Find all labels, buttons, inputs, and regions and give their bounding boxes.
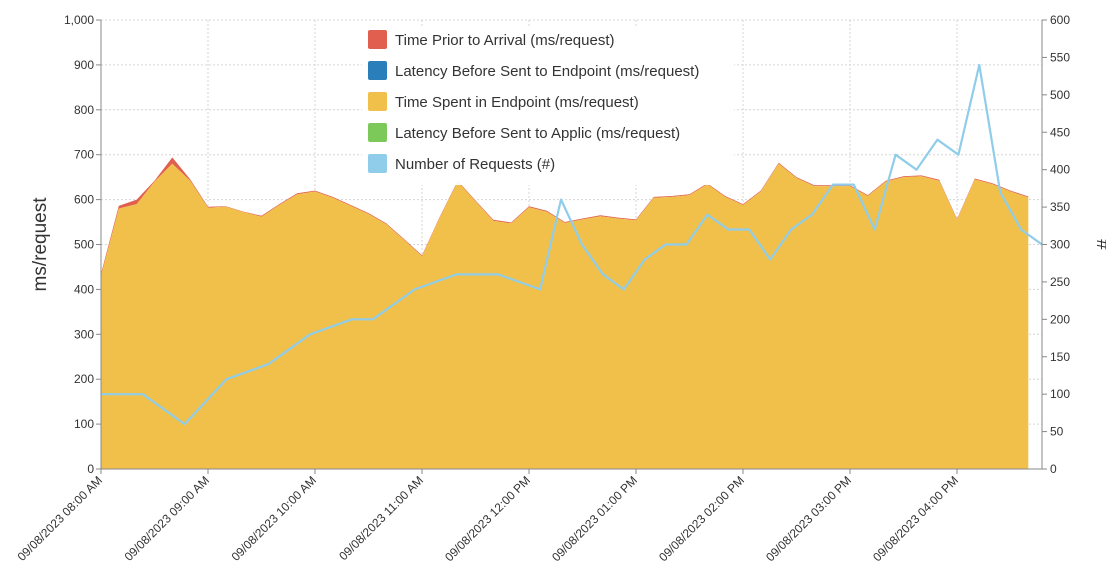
left-axis-ticks: 0 100 200 300 400 500 600 700 800 900 1,000 bbox=[64, 13, 101, 476]
legend: Time Prior to Arrival (ms/request) Latenc… bbox=[362, 26, 734, 185]
x-tick-label: 09/08/2023 03:00 PM bbox=[763, 473, 854, 564]
legend-swatch bbox=[368, 92, 387, 111]
legend-swatch bbox=[368, 123, 387, 142]
legend-swatch bbox=[368, 30, 387, 49]
x-tick-label: 09/08/2023 09:00 AM bbox=[122, 473, 213, 564]
right-tick-label: 200 bbox=[1050, 312, 1070, 326]
legend-background bbox=[362, 26, 734, 185]
line-series bbox=[101, 63, 1043, 426]
x-tick-label: 09/08/2023 08:00 AM bbox=[15, 473, 106, 564]
line-number-of-requests bbox=[101, 63, 1043, 426]
legend-swatch bbox=[368, 154, 387, 173]
x-tick-label: 09/08/2023 01:00 PM bbox=[549, 473, 640, 564]
right-tick-label: 150 bbox=[1050, 350, 1070, 364]
legend-swatch bbox=[368, 61, 387, 80]
right-tick-label: 300 bbox=[1050, 238, 1070, 252]
x-tick-label: 09/08/2023 11:00 AM bbox=[336, 473, 426, 563]
right-tick-label: 400 bbox=[1050, 163, 1070, 177]
y2-axis-title: # bbox=[1092, 239, 1106, 250]
left-tick-label: 400 bbox=[74, 282, 94, 296]
left-tick-label: 900 bbox=[74, 58, 94, 72]
left-tick-label: 100 bbox=[74, 417, 94, 431]
left-tick-label: 0 bbox=[87, 462, 94, 476]
legend-label: Latency Before Sent to Applic (ms/reques… bbox=[395, 125, 680, 142]
right-tick-label: 250 bbox=[1050, 275, 1070, 289]
left-tick-label: 600 bbox=[74, 193, 94, 207]
legend-label: Time Spent in Endpoint (ms/request) bbox=[395, 94, 639, 111]
right-tick-label: 450 bbox=[1050, 125, 1070, 139]
x-tick-label: 09/08/2023 02:00 PM bbox=[656, 473, 747, 564]
x-tick-label: 09/08/2023 12:00 PM bbox=[442, 473, 533, 564]
left-tick-label: 200 bbox=[74, 372, 94, 386]
right-tick-label: 600 bbox=[1050, 13, 1070, 27]
left-tick-label: 1,000 bbox=[64, 13, 94, 27]
left-tick-label: 800 bbox=[74, 103, 94, 117]
left-tick-label: 300 bbox=[74, 327, 94, 341]
legend-label: Latency Before Sent to Endpoint (ms/requ… bbox=[395, 63, 699, 80]
area-series bbox=[101, 157, 1029, 469]
right-axis-ticks: 0 50 100 150 200 250 300 350 400 450 500 550 600 bbox=[1042, 13, 1070, 476]
right-tick-label: 550 bbox=[1050, 50, 1070, 64]
x-axis-ticks: 09/08/2023 08:00 AM 09/08/2023 09:00 AM 09… bbox=[15, 469, 961, 564]
y-axis-title: ms/request bbox=[30, 197, 51, 292]
legend-label: Number of Requests (#) bbox=[395, 156, 555, 173]
area-time-spent-in-endpoint bbox=[101, 163, 1029, 469]
right-tick-label: 500 bbox=[1050, 88, 1070, 102]
right-tick-label: 100 bbox=[1050, 387, 1070, 401]
right-tick-label: 50 bbox=[1050, 425, 1064, 439]
right-tick-label: 350 bbox=[1050, 200, 1070, 214]
right-tick-label: 0 bbox=[1050, 462, 1057, 476]
x-tick-label: 09/08/2023 10:00 AM bbox=[229, 473, 320, 564]
x-tick-label: 09/08/2023 04:00 PM bbox=[870, 473, 961, 564]
legend-label: Time Prior to Arrival (ms/request) bbox=[395, 32, 615, 49]
left-tick-label: 500 bbox=[74, 238, 94, 252]
left-tick-label: 700 bbox=[74, 148, 94, 162]
